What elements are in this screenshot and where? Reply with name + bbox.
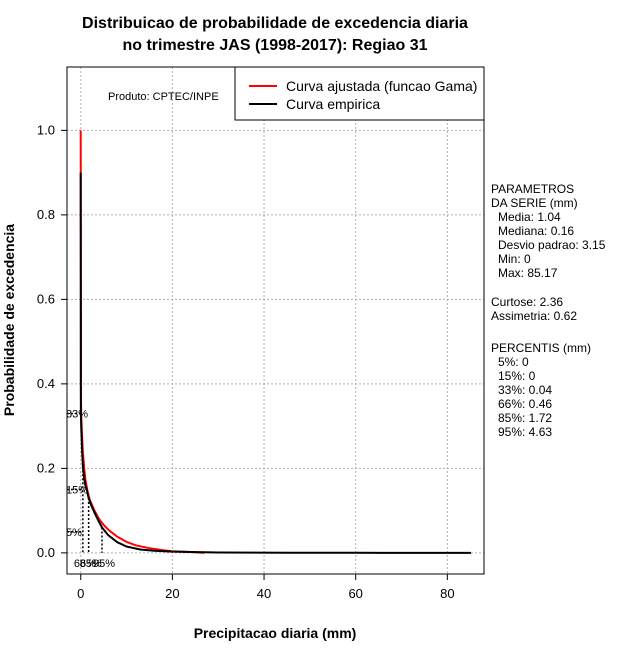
y-tick-label: 0.2: [37, 460, 55, 475]
stats-header-1: PARAMETROS: [491, 182, 574, 196]
stat-desvio: Desvio padrao: 3.15: [498, 238, 606, 252]
chart-title-line1: Distribuicao de probabilidade de exceden…: [82, 15, 468, 32]
x-tick-label: 60: [348, 586, 362, 601]
x-tick-label: 40: [257, 586, 271, 601]
y-tick-label: 1.0: [37, 122, 55, 137]
y-tick-label: 0.4: [37, 376, 55, 391]
percentil-66: 66%: 0.46: [498, 397, 552, 411]
plot-frame: [66, 66, 485, 575]
stat-curtose: Curtose: 2.36: [491, 295, 563, 309]
y-axis-title: Probabilidade de excedencia: [1, 224, 17, 416]
percentis-header: PERCENTIS (mm): [491, 341, 591, 355]
percentile-label: 15%: [66, 485, 88, 497]
stat-media: Media: 1.04: [498, 210, 561, 224]
percentile-markers: 33% 15% 5% 66%85%95%: [66, 408, 115, 569]
percentile-label: 5%: [66, 527, 82, 539]
fitted-gamma-curve: [79, 130, 205, 554]
stats-header-2: DA SERIE (mm): [491, 196, 578, 210]
percentil-5: 5%: 0: [498, 355, 529, 369]
percentil-33: 33%: 0.04: [498, 383, 552, 397]
axis-ticks: 0 20 40 60 80 0.0 0.2 0.4 0.6 0.8 1.0: [37, 122, 455, 601]
stats-panel: PARAMETROS DA SERIE (mm) Media: 1.04 Med…: [491, 182, 606, 439]
stat-mediana: Mediana: 0.16: [498, 224, 574, 238]
percentile-label: 33%: [66, 408, 88, 420]
grid-lines: [67, 67, 484, 574]
producer-note: Produto: CPTEC/INPE: [108, 91, 219, 103]
stat-assimetria: Assimetria: 0.62: [491, 309, 577, 323]
stat-min: Min: 0: [498, 252, 531, 266]
percentile-label: 85%: [80, 558, 102, 570]
legend-box: [234, 66, 485, 121]
empirical-curve: [79, 172, 472, 554]
y-tick-label: 0.0: [37, 545, 55, 560]
percentil-85: 85%: 1.72: [498, 411, 552, 425]
x-axis-title: Precipitacao diaria (mm): [194, 625, 357, 641]
x-tick-label: 0: [77, 586, 84, 601]
y-tick-label: 0.8: [37, 207, 55, 222]
percentil-15: 15%: 0: [498, 369, 536, 383]
legend-label-empirical: Curva empirica: [286, 96, 380, 112]
x-tick-label: 20: [165, 586, 179, 601]
x-tick-label: 80: [440, 586, 454, 601]
y-tick-label: 0.6: [37, 291, 55, 306]
percentile-label: 95%: [93, 558, 115, 570]
curves: [79, 130, 472, 554]
stat-max: Max: 85.17: [498, 266, 558, 280]
percentil-95: 95%: 4.63: [498, 425, 552, 439]
legend: Curva ajustada (funcao Gama) Curva empir…: [234, 66, 485, 121]
legend-label-fitted: Curva ajustada (funcao Gama): [286, 78, 477, 94]
chart-title-line2: no trimestre JAS (1998-2017): Regiao 31: [122, 37, 427, 54]
percentile-label: 66%: [74, 558, 96, 570]
